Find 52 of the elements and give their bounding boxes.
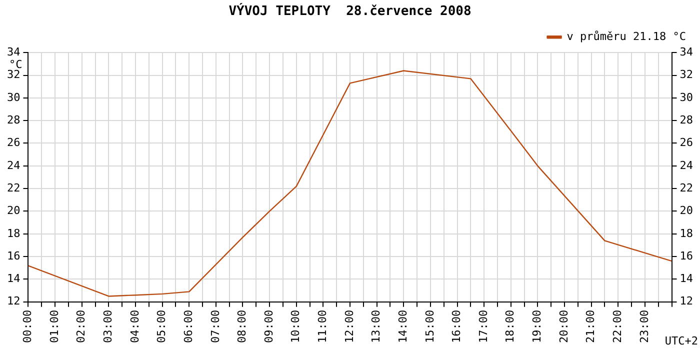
y2-tick-label: 32 [680, 68, 694, 82]
y2-tick-label: 24 [680, 158, 694, 172]
y-tick-label: 32 [6, 68, 20, 82]
x-tick-label: 21:00 [584, 310, 598, 344]
x-tick-label: 20:00 [557, 310, 570, 344]
x-tick-label: 02:00 [74, 310, 88, 344]
y2-tick-label: 12 [680, 294, 694, 308]
y-tick-label: 30 [6, 90, 20, 104]
x-axis-title: UTC+2 [664, 334, 698, 348]
chart-title: VÝVOJ TEPLOTY 28.července 2008 [228, 2, 472, 20]
x-tick-label: 06:00 [182, 310, 195, 344]
y2-tick-label: 26 [680, 136, 694, 150]
y-tick-label: 16 [6, 249, 20, 262]
x-tick-label: 22:00 [610, 310, 624, 344]
y2-tick-label: 18 [680, 226, 694, 240]
x-tick-label: 23:00 [638, 310, 651, 344]
y2-tick-label: 20 [680, 204, 694, 218]
x-tick-label: 01:00 [48, 310, 61, 344]
y-tick-label: 26 [6, 136, 20, 150]
y-tick-label: 34 [6, 45, 21, 58]
x-tick-label: 07:00 [208, 310, 222, 344]
x-tick-label: 03:00 [102, 310, 115, 344]
legend-label: v průměru 21.18 °C [566, 30, 686, 43]
x-tick-label: 14:00 [396, 310, 410, 344]
y-tick-label: 12 [6, 294, 20, 308]
x-tick-label: 17:00 [476, 310, 490, 344]
x-tick-label: 12:00 [342, 310, 356, 344]
x-tick-label: 04:00 [128, 310, 142, 344]
x-tick-label: 13:00 [370, 310, 383, 344]
y-tick-label: 28 [6, 113, 20, 126]
x-tick-label: 00:00 [21, 310, 34, 344]
x-tick-label: 15:00 [423, 310, 436, 344]
y-axis-title: °C [8, 58, 22, 71]
y2-tick-label: 14 [680, 272, 694, 286]
x-tick-label: 16:00 [450, 310, 464, 344]
x-tick-label: 05:00 [155, 310, 168, 344]
y2-tick-label: 28 [680, 113, 694, 126]
x-tick-label: 08:00 [236, 310, 249, 344]
y-tick-label: 14 [6, 272, 21, 286]
y2-tick-label: 34 [680, 45, 694, 58]
y-tick-label: 18 [6, 226, 20, 240]
y2-tick-label: 16 [680, 249, 694, 262]
y-tick-label: 22 [6, 181, 20, 194]
x-tick-label: 10:00 [289, 310, 302, 344]
x-tick-label: 19:00 [530, 310, 544, 344]
y2-tick-label: 22 [680, 181, 694, 194]
y2-tick-label: 30 [680, 90, 694, 104]
x-tick-label: 11:00 [316, 310, 330, 344]
x-tick-label: 09:00 [262, 310, 276, 344]
x-tick-label: 18:00 [504, 310, 517, 344]
y-tick-label: 24 [6, 158, 21, 172]
y-tick-label: 20 [6, 204, 20, 218]
